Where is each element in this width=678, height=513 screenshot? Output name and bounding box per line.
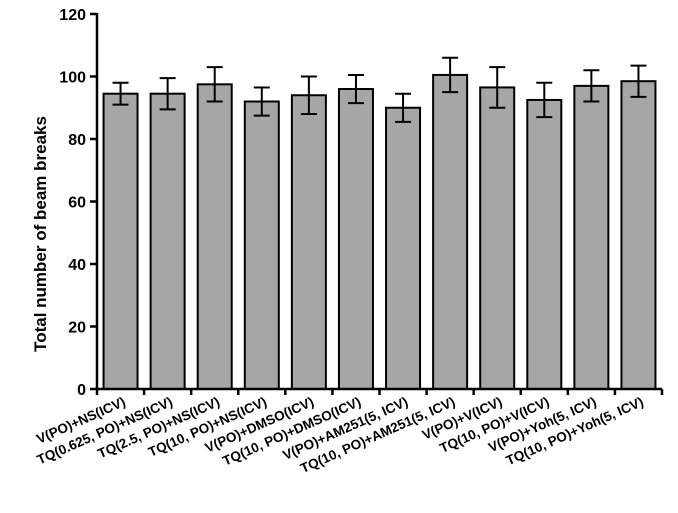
y-tick-label: 60 [68,195,86,212]
error-bar [583,69,600,103]
x-axis [95,387,664,395]
y-tick-label: 0 [77,382,86,399]
error-bar [347,73,364,105]
error-bar [300,75,317,115]
y-axis: 0 20 40 60 80 100 120 [59,7,99,399]
y-tick-label: 100 [59,70,86,87]
bar [149,92,186,390]
bars [102,73,657,390]
bar [620,80,657,390]
bar [526,98,563,390]
error-bar [489,66,506,109]
error-bar [206,66,223,103]
bar [243,100,280,390]
error-bar [159,77,176,111]
bar [290,94,327,390]
x-axis-labels: V(PO)+NS(ICV)TQ(0.625, PO)+NS(ICV)TQ(2.5… [34,394,645,476]
y-tick-label: 120 [59,7,86,24]
error-bar [395,92,412,123]
bar [196,83,233,390]
error-bar [536,81,553,119]
y-tick-label: 80 [68,132,86,149]
bar [337,88,374,390]
error-bar [112,81,129,106]
bar [432,73,469,390]
y-tick-label: 20 [68,320,86,337]
bar [573,84,610,390]
y-tick-label: 40 [68,257,86,274]
error-bar [442,56,459,94]
bar [385,106,422,390]
error-bar [630,64,647,98]
error-bar [253,86,270,117]
error-bars [112,56,647,123]
bar [479,86,516,390]
y-axis-title: Total number of beam breaks [31,116,50,352]
bar [102,92,139,390]
